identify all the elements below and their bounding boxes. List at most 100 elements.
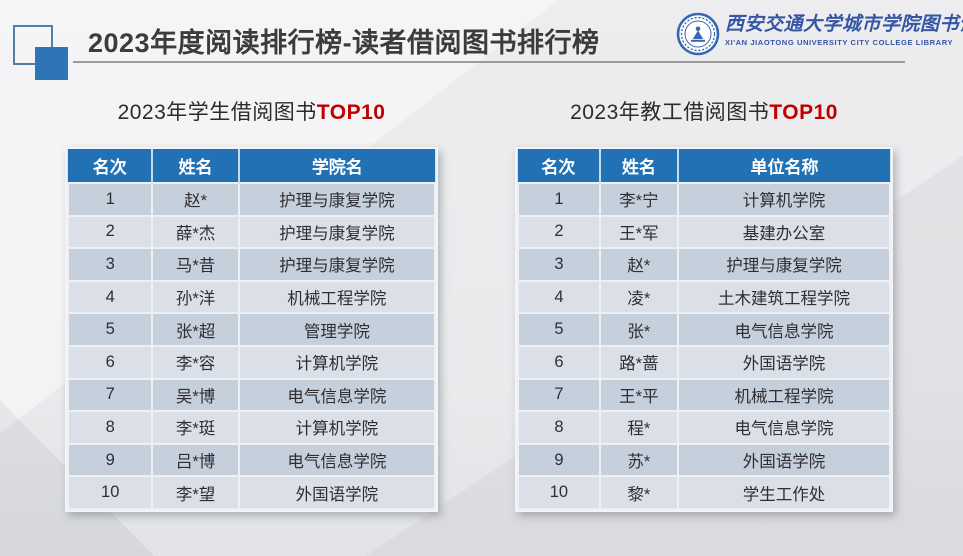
rank-cell: 10 (66, 475, 154, 510)
org-cell: 机械工程学院 (676, 377, 892, 413)
rank-cell: 2 (66, 214, 154, 250)
rank-cell: 1 (517, 182, 601, 217)
rank-cell: 3 (66, 247, 154, 282)
table-row: 3 马*昔 护理与康复学院 (66, 247, 437, 282)
rank-cell: 8 (517, 410, 601, 445)
column-header-name: 姓名 (598, 149, 678, 183)
name-cell: 路*蔷 (598, 344, 679, 380)
table-row: 9 吕*博 电气信息学院 (66, 442, 437, 478)
title-underline (73, 61, 905, 63)
table-row: 6 李*容 计算机学院 (66, 344, 437, 380)
org-cell: 电气信息学院 (676, 410, 892, 445)
staff-top10-table: 名次 姓名 单位名称 1 李*宁 计算机学院 2 王*军 基建办公室 3 赵* 护理与康复学… (515, 147, 893, 512)
rank-cell: 7 (66, 377, 154, 413)
rank-cell: 6 (517, 344, 601, 380)
table-row: 1 李*宁 计算机学院 (517, 182, 892, 217)
staff-title-text: 2023年教工借阅图书 (570, 101, 770, 124)
column-header-rank: 名次 (518, 149, 600, 183)
logo-text: 西安交通大学城市学院图书馆 XI'AN JIAOTONG UNIVERSITY … (725, 12, 963, 47)
table-row: 8 李*珽 计算机学院 (66, 410, 437, 445)
rank-cell: 5 (517, 312, 601, 347)
name-cell: 王*军 (598, 214, 679, 250)
column-header-college: 学院名 (237, 149, 435, 183)
staff-title-top10: TOP10 (769, 101, 838, 124)
column-header-unit: 单位名称 (676, 149, 890, 183)
table-row: 3 赵* 护理与康复学院 (517, 247, 892, 282)
org-cell: 基建办公室 (676, 214, 892, 250)
logo-chinese-name: 西安交通大学城市学院图书馆 (725, 13, 963, 35)
name-cell: 赵* (151, 182, 240, 217)
rank-cell: 9 (517, 442, 601, 478)
name-cell: 吕*博 (151, 442, 240, 478)
rank-cell: 10 (517, 475, 601, 510)
org-cell: 护理与康复学院 (237, 247, 437, 282)
org-cell: 计算机学院 (676, 182, 892, 217)
table-row: 2 薛*杰 护理与康复学院 (66, 214, 437, 250)
org-cell: 计算机学院 (237, 410, 437, 445)
org-cell: 机械工程学院 (237, 279, 437, 315)
name-cell: 王*平 (598, 377, 679, 413)
student-top10-table: 名次 姓名 学院名 1 赵* 护理与康复学院 2 薛*杰 护理与康复学院 3 马*昔 护理与… (65, 147, 438, 512)
name-cell: 赵* (598, 247, 679, 282)
table-row: 8 程* 电气信息学院 (517, 410, 892, 445)
org-cell: 外国语学院 (237, 475, 437, 510)
table-row: 7 吴*博 电气信息学院 (66, 377, 437, 413)
table-row: 7 王*平 机械工程学院 (517, 377, 892, 413)
name-cell: 张* (598, 312, 679, 347)
rank-cell: 6 (66, 344, 154, 380)
name-cell: 马*昔 (151, 247, 240, 282)
student-title-top10: TOP10 (316, 101, 386, 124)
name-cell: 黎* (598, 475, 679, 510)
logo-english-name: XI'AN JIAOTONG UNIVERSITY CITY COLLEGE L… (725, 37, 954, 47)
table-row: 4 孙*洋 机械工程学院 (66, 279, 437, 315)
org-cell: 外国语学院 (676, 442, 892, 478)
name-cell: 李*宁 (598, 182, 679, 217)
rank-cell: 4 (66, 279, 154, 315)
name-cell: 李*容 (151, 344, 240, 380)
org-cell: 计算机学院 (237, 344, 437, 380)
org-cell: 土木建筑工程学院 (676, 279, 892, 315)
rank-cell: 3 (517, 247, 601, 282)
table-row: 5 张*超 管理学院 (66, 312, 437, 347)
student-title-text: 2023年学生借阅图书 (117, 101, 317, 124)
university-emblem-icon (676, 12, 720, 56)
org-cell: 电气信息学院 (237, 377, 437, 413)
rank-cell: 1 (66, 182, 154, 217)
table-row: 1 赵* 护理与康复学院 (66, 182, 437, 217)
table-row: 2 王*军 基建办公室 (517, 214, 892, 250)
table-row: 10 黎* 学生工作处 (517, 475, 892, 510)
table-header-row: 名次 姓名 学院名 (68, 149, 435, 183)
org-cell: 护理与康复学院 (237, 182, 437, 217)
table-row: 9 苏* 外国语学院 (517, 442, 892, 478)
name-cell: 程* (598, 410, 679, 445)
org-cell: 护理与康复学院 (676, 247, 892, 282)
column-header-rank: 名次 (68, 149, 153, 183)
table-row: 4 凌* 土木建筑工程学院 (517, 279, 892, 315)
column-header-name: 姓名 (151, 149, 239, 183)
rank-cell: 2 (517, 214, 601, 250)
name-cell: 凌* (598, 279, 679, 315)
rank-cell: 7 (517, 377, 601, 413)
student-top10-title: 2023年学生借阅图书TOP10 (65, 96, 438, 126)
name-cell: 薛*杰 (151, 214, 240, 250)
rank-cell: 8 (66, 410, 154, 445)
name-cell: 李*珽 (151, 410, 240, 445)
table-row: 10 李*望 外国语学院 (66, 475, 437, 510)
library-logo: 西安交通大学城市学院图书馆 XI'AN JIAOTONG UNIVERSITY … (676, 12, 963, 56)
org-cell: 学生工作处 (676, 475, 892, 510)
decoration-square-outline (13, 25, 53, 65)
name-cell: 苏* (598, 442, 679, 478)
name-cell: 吴*博 (151, 377, 240, 413)
table-row: 5 张* 电气信息学院 (517, 312, 892, 347)
table-header-row: 名次 姓名 单位名称 (518, 149, 890, 183)
org-cell: 电气信息学院 (237, 442, 437, 478)
org-cell: 护理与康复学院 (237, 214, 437, 250)
name-cell: 张*超 (151, 312, 240, 347)
page-title: 2023年度阅读排行榜-读者借阅图书排行榜 (88, 28, 600, 58)
decoration-square-fill (35, 47, 68, 80)
name-cell: 李*望 (151, 475, 240, 510)
name-cell: 孙*洋 (151, 279, 240, 315)
rank-cell: 9 (66, 442, 154, 478)
